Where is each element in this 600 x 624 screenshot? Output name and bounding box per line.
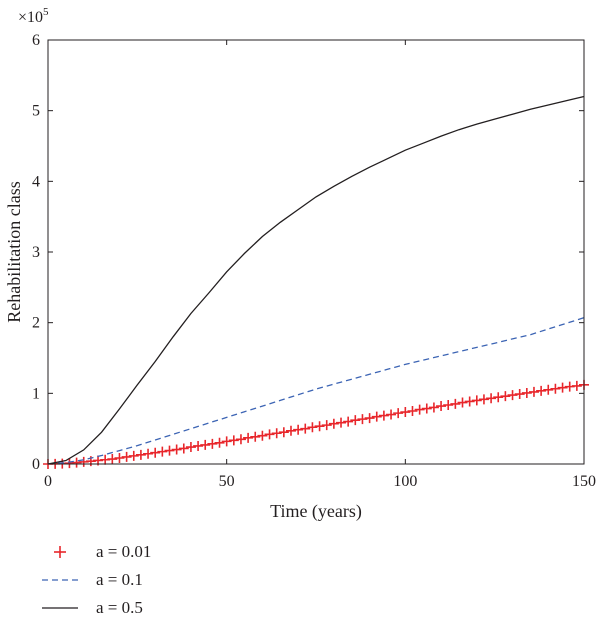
series-a001-markers [43, 379, 589, 469]
data-point-plus [135, 449, 146, 460]
data-point-plus [314, 421, 325, 432]
data-point-plus [157, 446, 168, 457]
data-point-plus [257, 430, 268, 441]
data-point-plus [235, 434, 246, 445]
data-point-plus [421, 403, 432, 414]
y-tick-label: 4 [32, 173, 40, 190]
legend-label: a = 0.01 [96, 542, 152, 561]
x-tick-label: 50 [219, 473, 235, 490]
y-tick-label: 3 [32, 244, 40, 261]
y-tick-label: 5 [32, 103, 40, 120]
data-point-plus [193, 440, 204, 451]
data-point-plus [321, 420, 332, 431]
data-point-plus [436, 401, 447, 412]
data-point-plus [407, 406, 418, 416]
data-point-plus [171, 444, 182, 455]
y-multiplier: ×105 [18, 6, 49, 26]
legend-item-a01: a = 0.1 [30, 566, 151, 594]
data-point-plus [114, 452, 125, 463]
x-tick-label: 150 [572, 473, 596, 490]
data-point-plus [214, 437, 225, 448]
data-point-plus [378, 410, 389, 421]
data-point-plus [143, 448, 154, 459]
data-point-plus [107, 454, 118, 465]
data-point-plus [150, 447, 161, 458]
series-a05-line [47, 95, 585, 465]
data-point-plus [300, 423, 311, 434]
data-point-plus [528, 386, 539, 397]
data-point-plus [264, 429, 275, 440]
data-point-plus [343, 416, 354, 427]
data-point-plus [400, 407, 411, 418]
y-tick-label: 2 [32, 315, 40, 332]
data-point-plus [278, 427, 289, 438]
x-tick-label: 0 [44, 473, 52, 490]
data-point-plus [550, 383, 561, 394]
data-point-plus [271, 428, 282, 439]
y-tick-label: 1 [32, 385, 40, 402]
data-point-plus [307, 422, 318, 433]
x-axis-label: Time (years) [270, 501, 362, 522]
data-point-plus [336, 417, 347, 428]
data-point-plus [357, 414, 368, 425]
y-tick-label: 6 [32, 32, 40, 49]
y-tick-label: 0 [32, 456, 40, 473]
data-point-plus [414, 404, 425, 415]
data-point-plus [571, 380, 582, 391]
data-point-plus [507, 390, 518, 401]
legend-label: a = 0.5 [96, 598, 143, 617]
data-point-plus [164, 445, 175, 456]
data-point-plus [221, 436, 232, 447]
data-point-plus [557, 382, 568, 393]
data-point-plus [514, 389, 525, 400]
legend-item-a05: a = 0.5 [30, 594, 151, 622]
data-point-plus [493, 392, 504, 403]
legend-swatch-solid [42, 607, 78, 609]
data-point-plus [328, 418, 339, 429]
legend-swatch-plus [54, 546, 66, 558]
data-point-plus [464, 396, 475, 407]
legend-item-a001: a = 0.01 [30, 538, 151, 566]
data-point-plus [457, 397, 468, 408]
data-point-plus [350, 415, 361, 426]
data-point-plus [386, 409, 397, 420]
data-point-plus [371, 411, 382, 422]
data-point-plus [364, 413, 375, 424]
data-point-plus [500, 391, 511, 402]
data-point-plus [228, 435, 239, 446]
data-point-plus [471, 395, 482, 406]
data-point-plus [128, 450, 139, 461]
data-point-plus [121, 451, 132, 462]
legend-swatch-dashed [42, 579, 78, 581]
data-point-plus [450, 398, 461, 409]
data-point-plus [478, 394, 489, 405]
data-point-plus [428, 402, 439, 413]
legend: a = 0.01 a = 0.1 a = 0.5 [30, 538, 151, 622]
data-point-plus [185, 442, 196, 453]
data-point-plus [285, 425, 296, 436]
y-axis-label: Rehabilitation class [4, 181, 24, 322]
data-point-plus [536, 385, 547, 396]
data-point-plus [543, 384, 554, 395]
data-point-plus [486, 393, 497, 404]
data-point-plus [443, 399, 454, 410]
series-a01-line [47, 317, 585, 465]
data-point-plus [178, 443, 189, 454]
x-tick-label: 100 [393, 473, 417, 490]
data-point-plus [393, 408, 404, 419]
plot-frame [47, 39, 585, 465]
data-point-plus [207, 438, 218, 449]
data-point-plus [243, 432, 254, 443]
data-point-plus [521, 387, 532, 398]
data-point-plus [293, 424, 304, 435]
data-point-plus [250, 431, 261, 442]
legend-label: a = 0.1 [96, 570, 143, 589]
data-point-plus [200, 439, 211, 450]
